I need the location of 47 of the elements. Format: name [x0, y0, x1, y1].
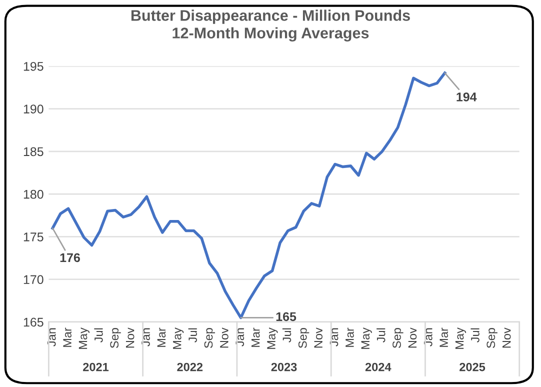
- x-tick-label: Mar: [252, 328, 260, 347]
- x-tick-label: Jul: [188, 328, 197, 342]
- x-tick-label: Nov: [314, 328, 322, 348]
- y-tick-label: 170: [24, 275, 44, 284]
- text: 2022: [177, 362, 203, 372]
- y-tick-label: 190: [24, 104, 44, 114]
- x-tick-label: Jul: [376, 328, 386, 342]
- x-tick-label: Mar: [346, 328, 354, 347]
- x-tick-label: Nov: [502, 328, 511, 348]
- y-tick-label: 180: [24, 190, 44, 199]
- x-tick-label: Sep: [486, 328, 498, 348]
- y-tick-label: 175: [24, 232, 44, 242]
- data-label: 176: [60, 253, 80, 262]
- x-tick-label: Nov: [408, 328, 417, 348]
- x-tick-label: Jan: [330, 328, 338, 346]
- text: 2024: [365, 362, 392, 372]
- x-tick-label: Sep: [298, 328, 310, 348]
- x-tick-label: Jul: [282, 328, 292, 342]
- data-label: 194: [456, 92, 477, 102]
- x-tick-label: Jul: [94, 328, 103, 342]
- x-tick-label: May: [78, 328, 90, 349]
- x-tick-label: Jan: [236, 328, 244, 346]
- x-tick-label: May: [173, 328, 184, 349]
- text: 2025: [460, 362, 486, 372]
- x-tick-label: Nov: [220, 328, 228, 348]
- x-tick-label: Mar: [440, 328, 448, 347]
- y-tick-label: 195: [24, 62, 44, 71]
- data-label: 165: [276, 312, 296, 322]
- x-tick-label: May: [455, 328, 466, 349]
- x-tick-label: Sep: [392, 328, 404, 348]
- x-tick-label: May: [361, 328, 372, 349]
- text: 2023: [271, 362, 297, 372]
- x-tick-label: Nov: [126, 328, 134, 348]
- y-tick-label: 165: [24, 318, 44, 327]
- x-tick-label: Jan: [48, 328, 56, 346]
- x-tick-label: May: [267, 328, 278, 349]
- text: 2021: [83, 362, 109, 372]
- x-tick-label: Mar: [63, 328, 72, 347]
- x-tick-label: Jan: [142, 328, 150, 346]
- y-tick-label: 185: [24, 147, 44, 156]
- x-tick-label: Mar: [157, 328, 166, 347]
- chart-title: Butter Disappearance - Million Pounds 12-Month Moving Averages: [131, 10, 410, 42]
- x-tick-label: Sep: [204, 328, 216, 348]
- x-tick-label: Jul: [470, 328, 480, 342]
- x-tick-label: Jan: [424, 328, 432, 346]
- line-series: [51, 72, 446, 320]
- x-tick-label: Sep: [110, 328, 121, 348]
